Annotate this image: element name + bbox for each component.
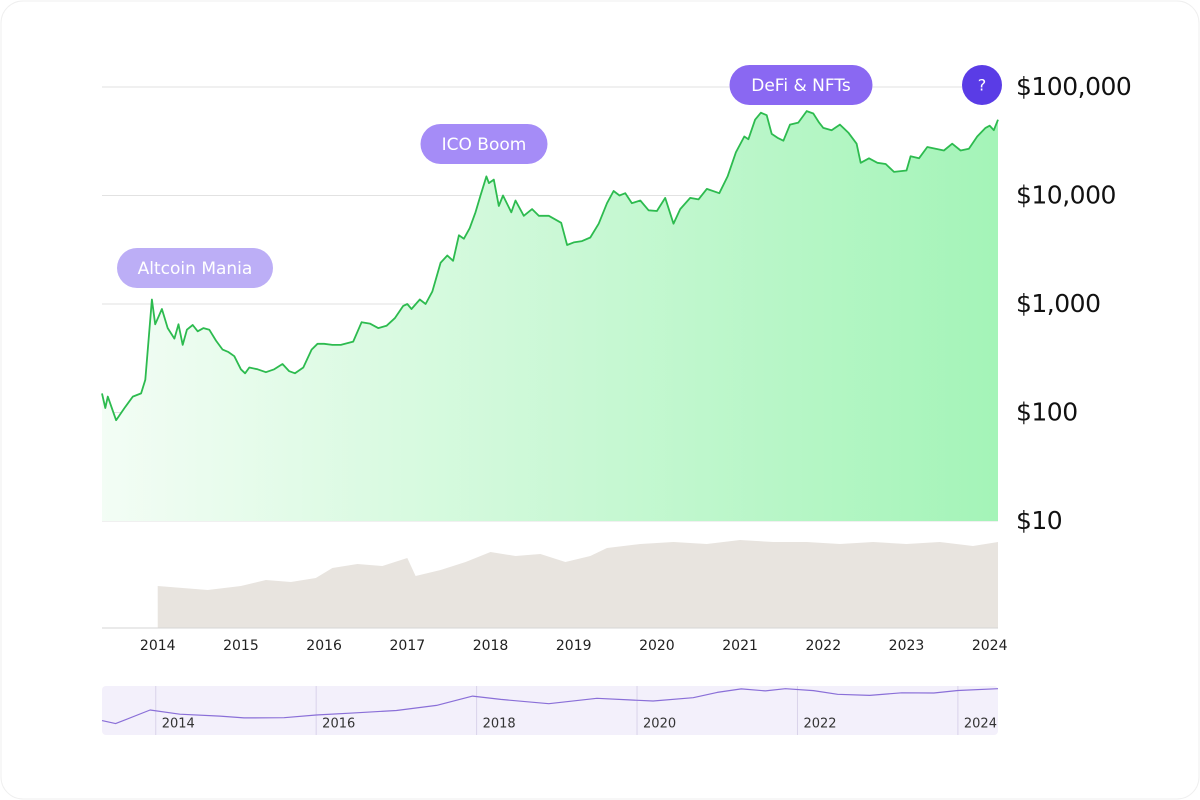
annotation-pill (420, 124, 548, 164)
x-tick-label: 2019 (556, 638, 592, 654)
y-tick-label: $1,000 (1016, 289, 1100, 318)
area-fill (102, 111, 998, 521)
volume-area (157, 540, 998, 628)
y-tick-label: $10 (1016, 506, 1062, 535)
help-button-label[interactable]: ? (978, 76, 987, 95)
navigator-tick-label: 2022 (803, 717, 836, 732)
x-tick-label: 2021 (722, 638, 758, 654)
x-tick-label: 2014 (140, 638, 176, 654)
annotation-pill (729, 65, 873, 105)
navigator-tick-label: 2020 (643, 717, 676, 732)
navigator-tick-label: 2024 (964, 717, 997, 732)
annotation-label: DeFi & NFTs (751, 76, 851, 96)
x-tick-label: 2024 (972, 638, 1008, 654)
x-tick-label: 2022 (805, 638, 841, 654)
annotation-label: Altcoin Mania (138, 259, 253, 279)
y-tick-label: $100,000 (1016, 72, 1131, 101)
x-tick-label: 2015 (223, 638, 259, 654)
navigator-tick-label: 2014 (162, 717, 195, 732)
x-tick-label: 2018 (473, 638, 509, 654)
x-tick-label: 2023 (889, 638, 925, 654)
y-tick-label: $100 (1016, 398, 1078, 427)
annotation-pill (117, 248, 273, 288)
x-tick-label: 2016 (306, 638, 342, 654)
price-line (101, 688, 999, 725)
navigator-background (102, 686, 998, 735)
annotation-label: ICO Boom (442, 135, 527, 155)
navigator-tick-label: 2018 (483, 717, 516, 732)
y-tick-label: $10,000 (1016, 181, 1116, 210)
help-button[interactable] (962, 65, 1002, 105)
navigator-tick-label: 2016 (322, 717, 355, 732)
x-tick-label: 2020 (639, 638, 675, 654)
price-line (101, 110, 999, 422)
x-tick-label: 2017 (390, 638, 426, 654)
